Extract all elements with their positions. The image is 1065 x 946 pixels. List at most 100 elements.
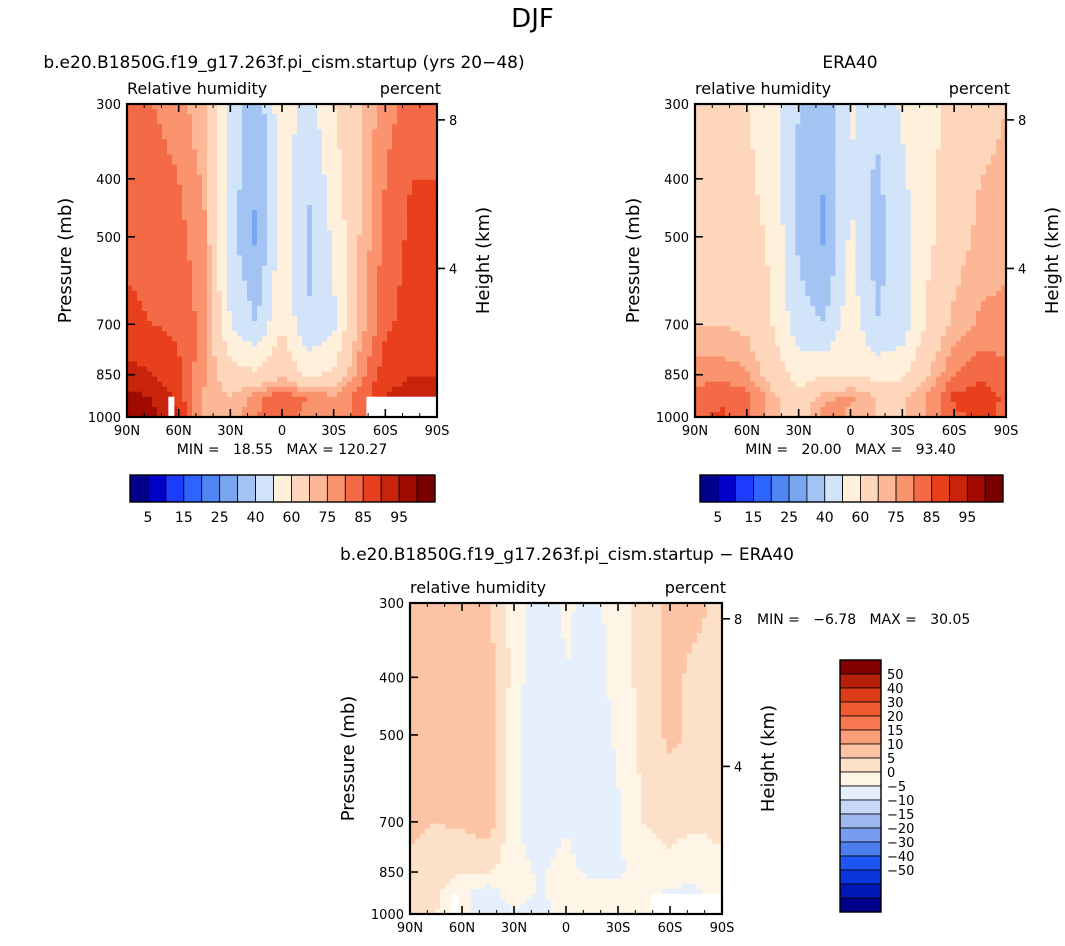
contour-cell bbox=[147, 225, 153, 231]
contour-cell bbox=[387, 295, 393, 302]
contour-cell bbox=[142, 189, 148, 196]
contour-cell bbox=[940, 164, 947, 171]
contour-cell bbox=[432, 240, 438, 246]
contour-cell bbox=[980, 174, 987, 181]
contour-cell bbox=[197, 109, 203, 115]
contour-cell bbox=[327, 154, 333, 161]
contour-cell bbox=[755, 184, 761, 191]
contour-cell bbox=[187, 270, 193, 277]
contour-cell bbox=[227, 189, 233, 196]
contour-cell bbox=[187, 396, 193, 403]
contour-cell bbox=[805, 129, 811, 135]
contour-cell bbox=[367, 381, 373, 388]
contour-cell bbox=[262, 164, 268, 171]
contour-cell bbox=[292, 194, 298, 201]
contour-cell bbox=[860, 169, 867, 176]
contour-cell bbox=[382, 194, 388, 201]
contour-cell bbox=[227, 154, 233, 161]
contour-cell bbox=[322, 139, 328, 145]
contour-cell bbox=[332, 265, 338, 272]
contour-cell bbox=[287, 310, 293, 317]
contour-cell bbox=[237, 356, 243, 363]
contour-cell bbox=[920, 104, 927, 110]
contour-cell bbox=[267, 411, 273, 418]
contour-cell bbox=[905, 154, 912, 161]
contour-cell bbox=[227, 235, 233, 241]
contour-cell bbox=[795, 149, 801, 156]
contour-cell bbox=[277, 204, 283, 211]
contour-cell bbox=[307, 159, 313, 166]
contour-cell bbox=[402, 371, 408, 378]
contour-cell bbox=[860, 154, 867, 161]
contour-cell bbox=[217, 154, 223, 161]
contour-cell bbox=[407, 255, 413, 262]
contour-cell bbox=[417, 280, 423, 287]
contour-cell bbox=[332, 376, 338, 383]
contour-cell bbox=[287, 159, 293, 166]
contour-cell bbox=[272, 159, 278, 166]
contour-cell bbox=[372, 119, 378, 125]
contour-cell bbox=[302, 189, 308, 196]
contour-cell bbox=[222, 305, 228, 312]
contour-cell bbox=[930, 159, 937, 166]
contour-cell bbox=[157, 341, 163, 347]
contour-cell bbox=[382, 144, 388, 151]
contour-cell bbox=[212, 305, 218, 312]
contour-cell bbox=[397, 255, 403, 262]
contour-cell bbox=[800, 119, 806, 125]
contour-cell bbox=[372, 331, 378, 337]
contour-cell bbox=[715, 149, 721, 156]
contour-cell bbox=[980, 154, 987, 161]
contour-cell bbox=[432, 184, 438, 191]
contour-cell bbox=[312, 391, 318, 398]
contour-cell bbox=[720, 144, 726, 151]
contour-cell bbox=[162, 366, 168, 373]
contour-cell bbox=[257, 169, 263, 176]
contour-cell bbox=[292, 411, 298, 418]
contour-cell bbox=[257, 220, 263, 226]
contour-cell bbox=[387, 225, 393, 231]
contour-cell bbox=[412, 371, 418, 378]
contour-cell bbox=[422, 250, 428, 257]
contour-cell bbox=[227, 194, 233, 201]
contour-cell bbox=[815, 154, 822, 161]
contour-cell bbox=[860, 184, 867, 191]
contour-cell bbox=[297, 235, 303, 241]
contour-cell bbox=[740, 124, 746, 130]
contour-cell bbox=[745, 119, 751, 125]
contour-cell bbox=[362, 159, 368, 166]
contour-cell bbox=[192, 210, 198, 216]
contour-cell bbox=[307, 270, 313, 277]
contour-cell bbox=[382, 321, 388, 327]
contour-cell bbox=[217, 396, 223, 403]
contour-cell bbox=[905, 174, 912, 181]
contour-cell bbox=[417, 255, 423, 262]
contour-cell bbox=[322, 270, 328, 277]
contour-cell bbox=[307, 321, 313, 327]
contour-cell bbox=[840, 104, 847, 110]
contour-cell bbox=[167, 159, 173, 166]
contour-cell bbox=[730, 109, 736, 115]
contour-cell bbox=[372, 371, 378, 378]
contour-cell bbox=[720, 134, 726, 140]
contour-cell bbox=[227, 134, 233, 140]
contour-cell bbox=[152, 260, 158, 267]
contour-cell bbox=[362, 240, 368, 246]
contour-cell bbox=[262, 371, 268, 378]
contour-cell bbox=[222, 174, 228, 181]
contour-cell bbox=[312, 230, 318, 236]
contour-cell bbox=[272, 381, 278, 388]
contour-cell bbox=[825, 144, 832, 151]
contour-cell bbox=[287, 220, 293, 226]
contour-cell bbox=[317, 169, 323, 176]
contour-cell bbox=[815, 109, 822, 115]
contour-cell bbox=[730, 179, 736, 186]
contour-cell bbox=[307, 210, 313, 216]
contour-cell bbox=[357, 159, 363, 166]
contour-cell bbox=[142, 124, 148, 130]
contour-cell bbox=[785, 164, 791, 171]
contour-cell bbox=[422, 240, 428, 246]
contour-cell bbox=[297, 204, 303, 211]
contour-cell bbox=[990, 134, 997, 140]
contour-cell bbox=[212, 275, 218, 282]
